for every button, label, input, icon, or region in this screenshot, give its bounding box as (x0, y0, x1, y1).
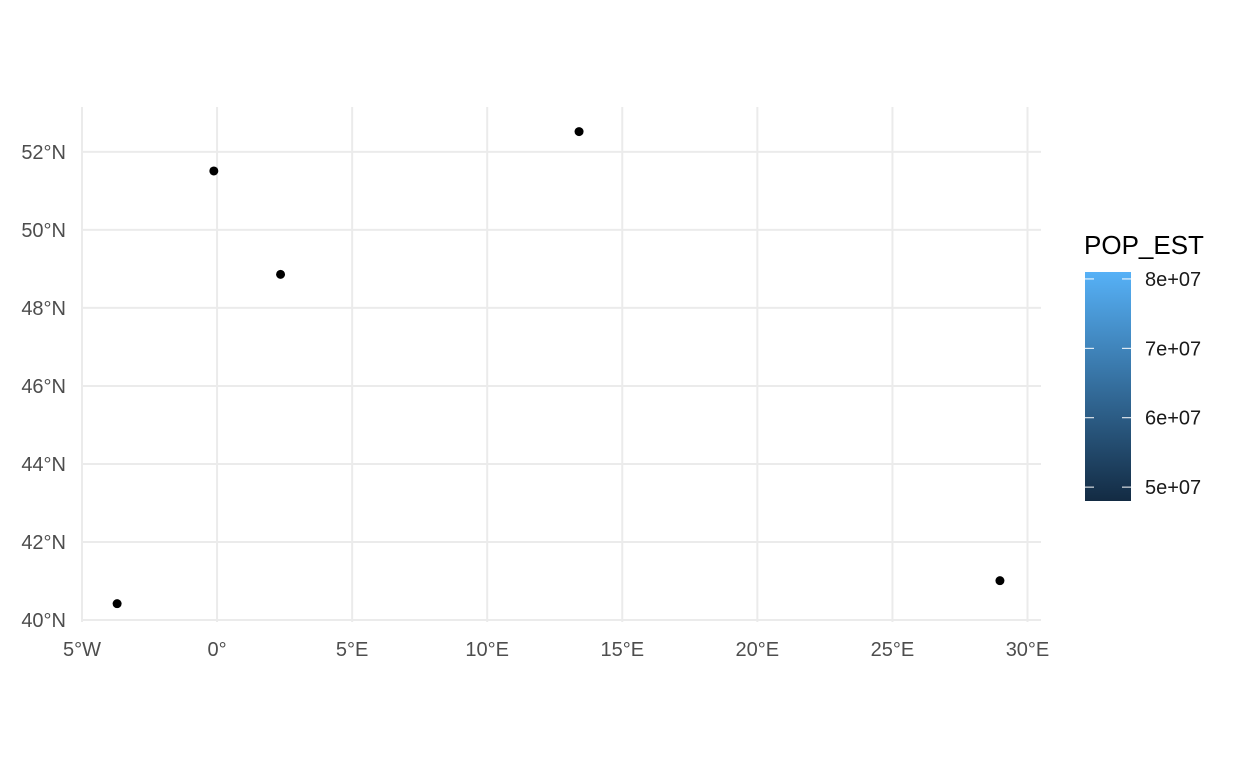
data-point (112, 599, 122, 609)
grid-lines (81, 107, 1041, 622)
data-point (995, 576, 1005, 586)
legend-ticks: 5e+07 6e+07 7e+07 8e+07 (1085, 269, 1201, 499)
y-tick-label: 44°N (21, 454, 66, 476)
data-point (276, 269, 286, 279)
x-tick-label: 5°E (336, 639, 368, 661)
legend-break-label: 5e+07 (1145, 477, 1201, 499)
legend-break-label: 7e+07 (1145, 338, 1201, 360)
y-tick-label: 50°N (21, 220, 66, 242)
y-tick-label: 52°N (21, 142, 66, 164)
legend-title: POP_EST (1084, 230, 1204, 260)
y-tick-label: 42°N (21, 532, 66, 554)
y-tick-label: 46°N (21, 376, 66, 398)
color-legend: POP_EST 5e+07 6e+07 7e+07 8e+07 (1084, 230, 1204, 501)
y-tick-label: 40°N (21, 610, 66, 632)
x-tick-label: 25°E (871, 639, 915, 661)
x-axis-ticks: 5°W 0° 5°E 10°E 15°E 20°E 25°E 30°E (63, 639, 1049, 661)
x-tick-label: 15°E (600, 639, 644, 661)
x-tick-label: 10°E (465, 639, 509, 661)
legend-break-label: 6e+07 (1145, 408, 1201, 430)
data-point (574, 127, 584, 137)
data-point (209, 166, 219, 176)
data-points (112, 127, 1005, 609)
x-tick-label: 20°E (736, 639, 780, 661)
x-tick-label: 30°E (1006, 639, 1050, 661)
x-tick-label: 5°W (63, 639, 101, 661)
y-tick-label: 48°N (21, 298, 66, 320)
legend-break-label: 8e+07 (1145, 269, 1201, 291)
colorbar (1085, 272, 1131, 501)
y-axis-ticks: 40°N 42°N 44°N 46°N 48°N 50°N 52°N (21, 142, 66, 632)
x-tick-label: 0° (208, 639, 227, 661)
